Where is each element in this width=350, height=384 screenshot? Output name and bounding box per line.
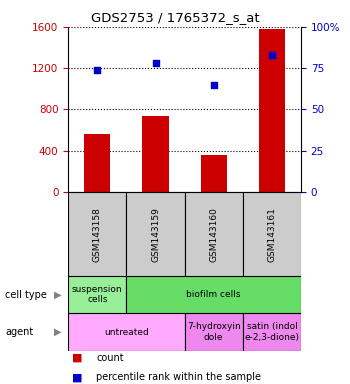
Bar [84,134,111,192]
Text: ▶: ▶ [54,290,62,300]
Bar [126,276,301,313]
Bar [185,192,243,276]
Text: agent: agent [5,327,34,337]
Text: 7-hydroxyin
dole: 7-hydroxyin dole [187,323,240,342]
Text: GSM143160: GSM143160 [209,207,218,262]
Bar [126,192,185,276]
Text: suspension
cells: suspension cells [72,285,122,305]
Bar [68,313,185,351]
Text: untreated: untreated [104,328,149,337]
Text: cell type: cell type [5,290,47,300]
Text: GSM143159: GSM143159 [151,207,160,262]
Bar [185,313,243,351]
Bar [259,29,285,192]
Point [153,60,158,66]
Text: percentile rank within the sample: percentile rank within the sample [96,372,261,382]
Bar [243,192,301,276]
Text: satin (indol
e-2,3-dione): satin (indol e-2,3-dione) [244,323,299,342]
Bar [243,313,301,351]
Point [269,52,275,58]
Text: ■: ■ [72,372,82,382]
Bar [201,155,227,192]
Text: count: count [96,353,124,363]
Text: GDS2753 / 1765372_s_at: GDS2753 / 1765372_s_at [91,12,259,25]
Text: GSM143158: GSM143158 [93,207,102,262]
Text: biofilm cells: biofilm cells [187,290,241,299]
Text: GSM143161: GSM143161 [267,207,276,262]
Bar [68,192,126,276]
Point [211,82,217,88]
Text: ■: ■ [72,353,82,363]
Bar [142,116,169,192]
Text: ▶: ▶ [54,327,62,337]
Bar [68,276,126,313]
Point [94,67,100,73]
